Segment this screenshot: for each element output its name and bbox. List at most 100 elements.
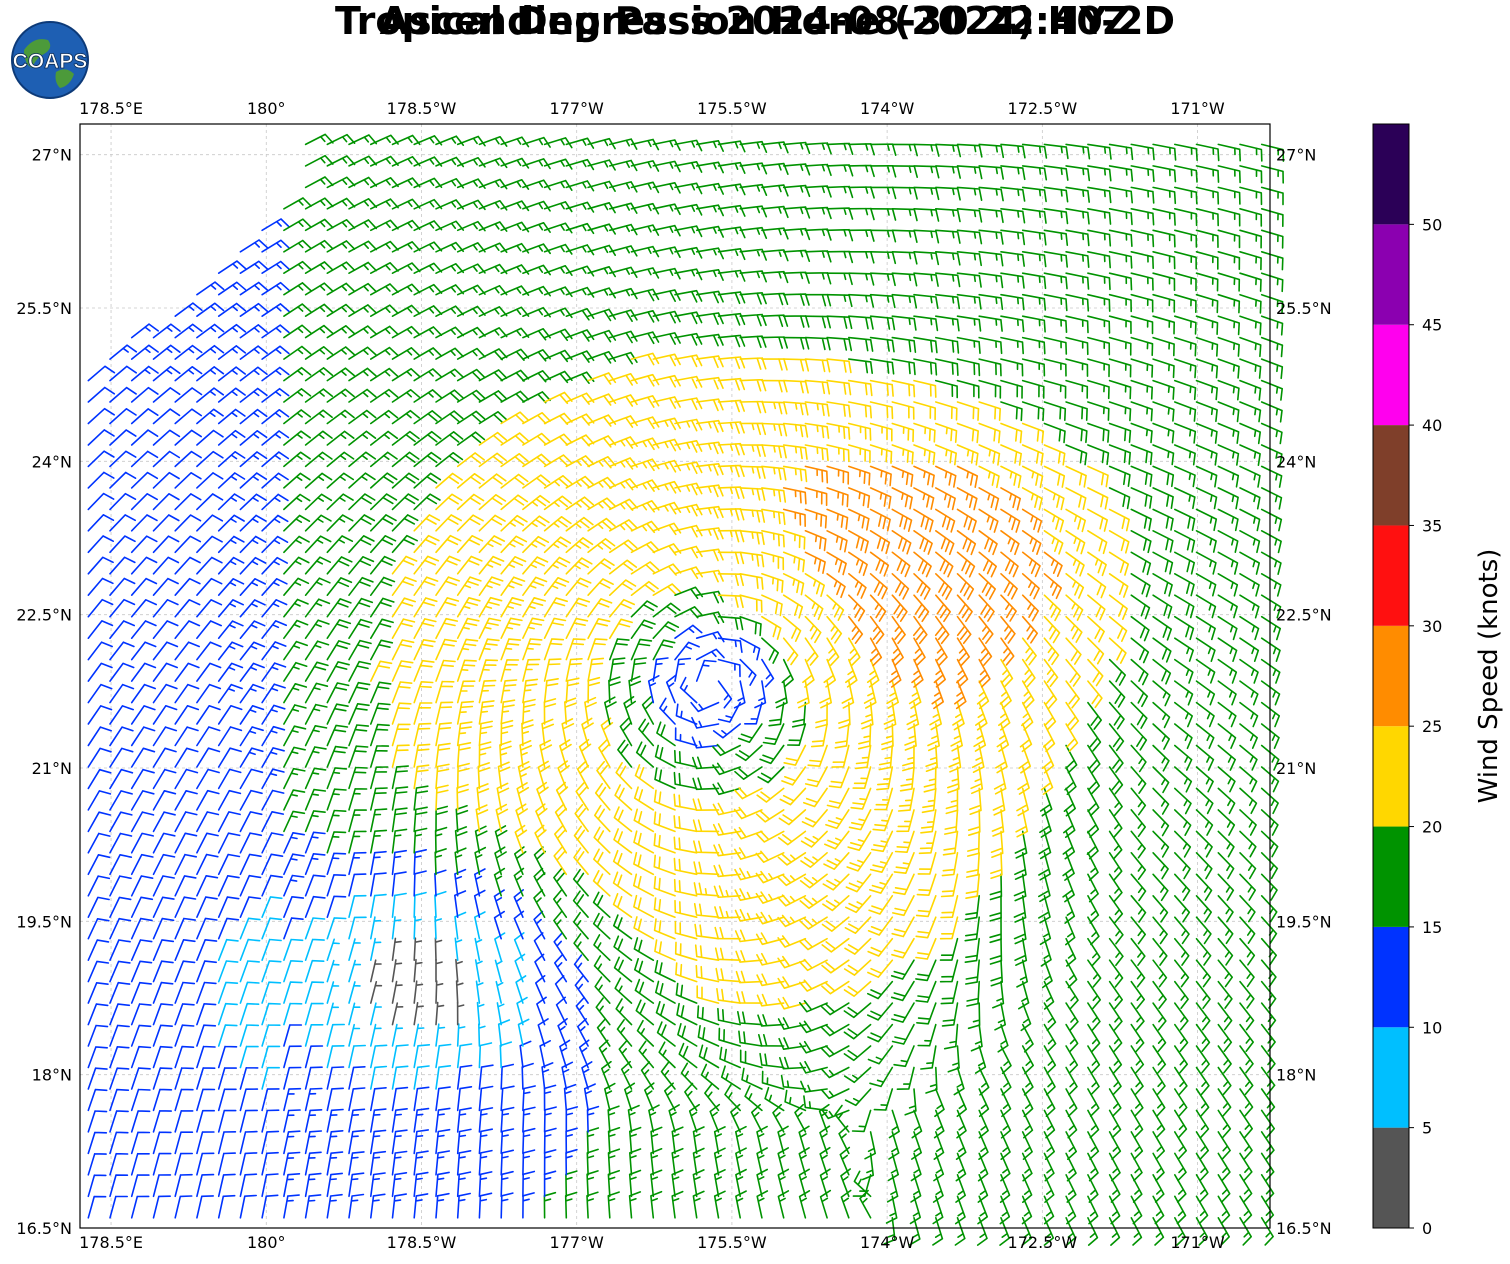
wind-barb [109,344,138,360]
wind-barb [1239,530,1261,554]
wind-barb [304,895,326,918]
colorbar-segment [1373,224,1409,325]
wind-barb [543,1127,557,1155]
wind-barb [956,208,983,223]
wind-barb [739,530,765,546]
wind-barb [348,959,362,983]
wind-barb [1130,573,1151,598]
wind-barb [109,790,133,811]
wind-barb [804,422,830,439]
wind-barb [370,1087,387,1112]
wind-barb [109,1024,130,1047]
wind-barb [130,556,158,575]
wind-barb [820,1108,850,1120]
wind-barb [1108,573,1129,598]
wind-barb [839,1146,851,1176]
wind-barb [1065,401,1088,421]
wind-barb [1021,379,1045,399]
wind-barb [1174,1152,1187,1182]
wind-barb [1239,208,1263,227]
wind-barb [304,682,329,704]
wind-barb [1000,508,1021,533]
wind-barb [1043,594,1062,622]
wind-barb [435,326,464,339]
colorbar-tick-label: 20 [1422,818,1442,837]
wind-barb [196,450,224,468]
wind-barb [152,790,177,811]
wind-barb [1065,422,1088,444]
wind-barb [756,1190,769,1219]
wind-barb [1087,208,1112,225]
wind-barb [1013,895,1027,923]
wind-barb [152,1045,173,1069]
wind-barb [891,916,915,938]
wind-barb [174,302,203,317]
wind-barb [826,444,850,463]
wind-barb [1174,465,1196,488]
wind-barb [217,1194,236,1219]
wind-barb [1174,573,1195,597]
wind-barb [565,638,586,661]
wind-barb [174,1003,195,1026]
wind-barb [704,1083,720,1112]
wind-barb [152,875,175,897]
wind-barb [1130,143,1155,161]
wind-barb [522,453,551,468]
wind-barb [799,1000,828,1013]
wind-barb [348,618,373,639]
wind-barb [476,1001,485,1026]
wind-barb [755,870,785,884]
wind-barb [967,809,981,836]
wind-barb [869,401,894,420]
wind-barb [474,937,483,961]
wind-barb [595,997,611,1026]
wind-barb [680,1062,698,1090]
wind-barb [152,450,181,468]
wind-barb [217,1045,238,1069]
wind-barb [261,938,282,961]
wind-barb [239,981,260,1004]
wind-barb [1217,1131,1231,1160]
wind-barb [609,373,638,386]
wind-barb [718,1027,741,1047]
wind-barb [536,781,549,811]
wind-barb [326,640,351,661]
wind-barb [475,980,484,1004]
wind-barb [739,400,767,414]
wind-barb [734,766,763,780]
wind-barb [1043,401,1067,421]
wind-barb [761,336,788,349]
wind-barb [391,325,421,339]
wind-barb [196,1109,215,1133]
wind-barb [435,1086,451,1112]
wind-barb [130,365,159,382]
wind-barb [196,408,224,425]
wind-barb [239,789,263,811]
wind-barb [87,641,113,661]
wind-barb [413,639,436,661]
wind-barb [500,576,526,596]
wind-barb [956,315,982,332]
wind-barb [1043,551,1063,577]
wind-barb [804,615,822,644]
wind-barb [1043,1109,1056,1139]
wind-barb [1239,1217,1252,1246]
wind-barb [1065,315,1089,334]
wind-barb [522,658,541,682]
wind-barb [109,811,133,833]
wind-barb [130,896,154,918]
wind-barb [130,641,157,661]
wind-barb [1108,422,1132,443]
colorbar-label: Wind Speed (knots) [1474,549,1504,804]
wind-barb [1174,594,1195,619]
wind-barb [1217,251,1241,270]
wind-barb [902,744,915,772]
wind-barb [674,203,703,216]
wind-barb [261,1066,280,1090]
wind-barb [1195,401,1218,423]
wind-barb [283,409,312,425]
wind-barb [1065,272,1090,290]
wind-barb [799,979,828,992]
wind-barb [820,1045,850,1058]
wind-barb [804,358,831,373]
